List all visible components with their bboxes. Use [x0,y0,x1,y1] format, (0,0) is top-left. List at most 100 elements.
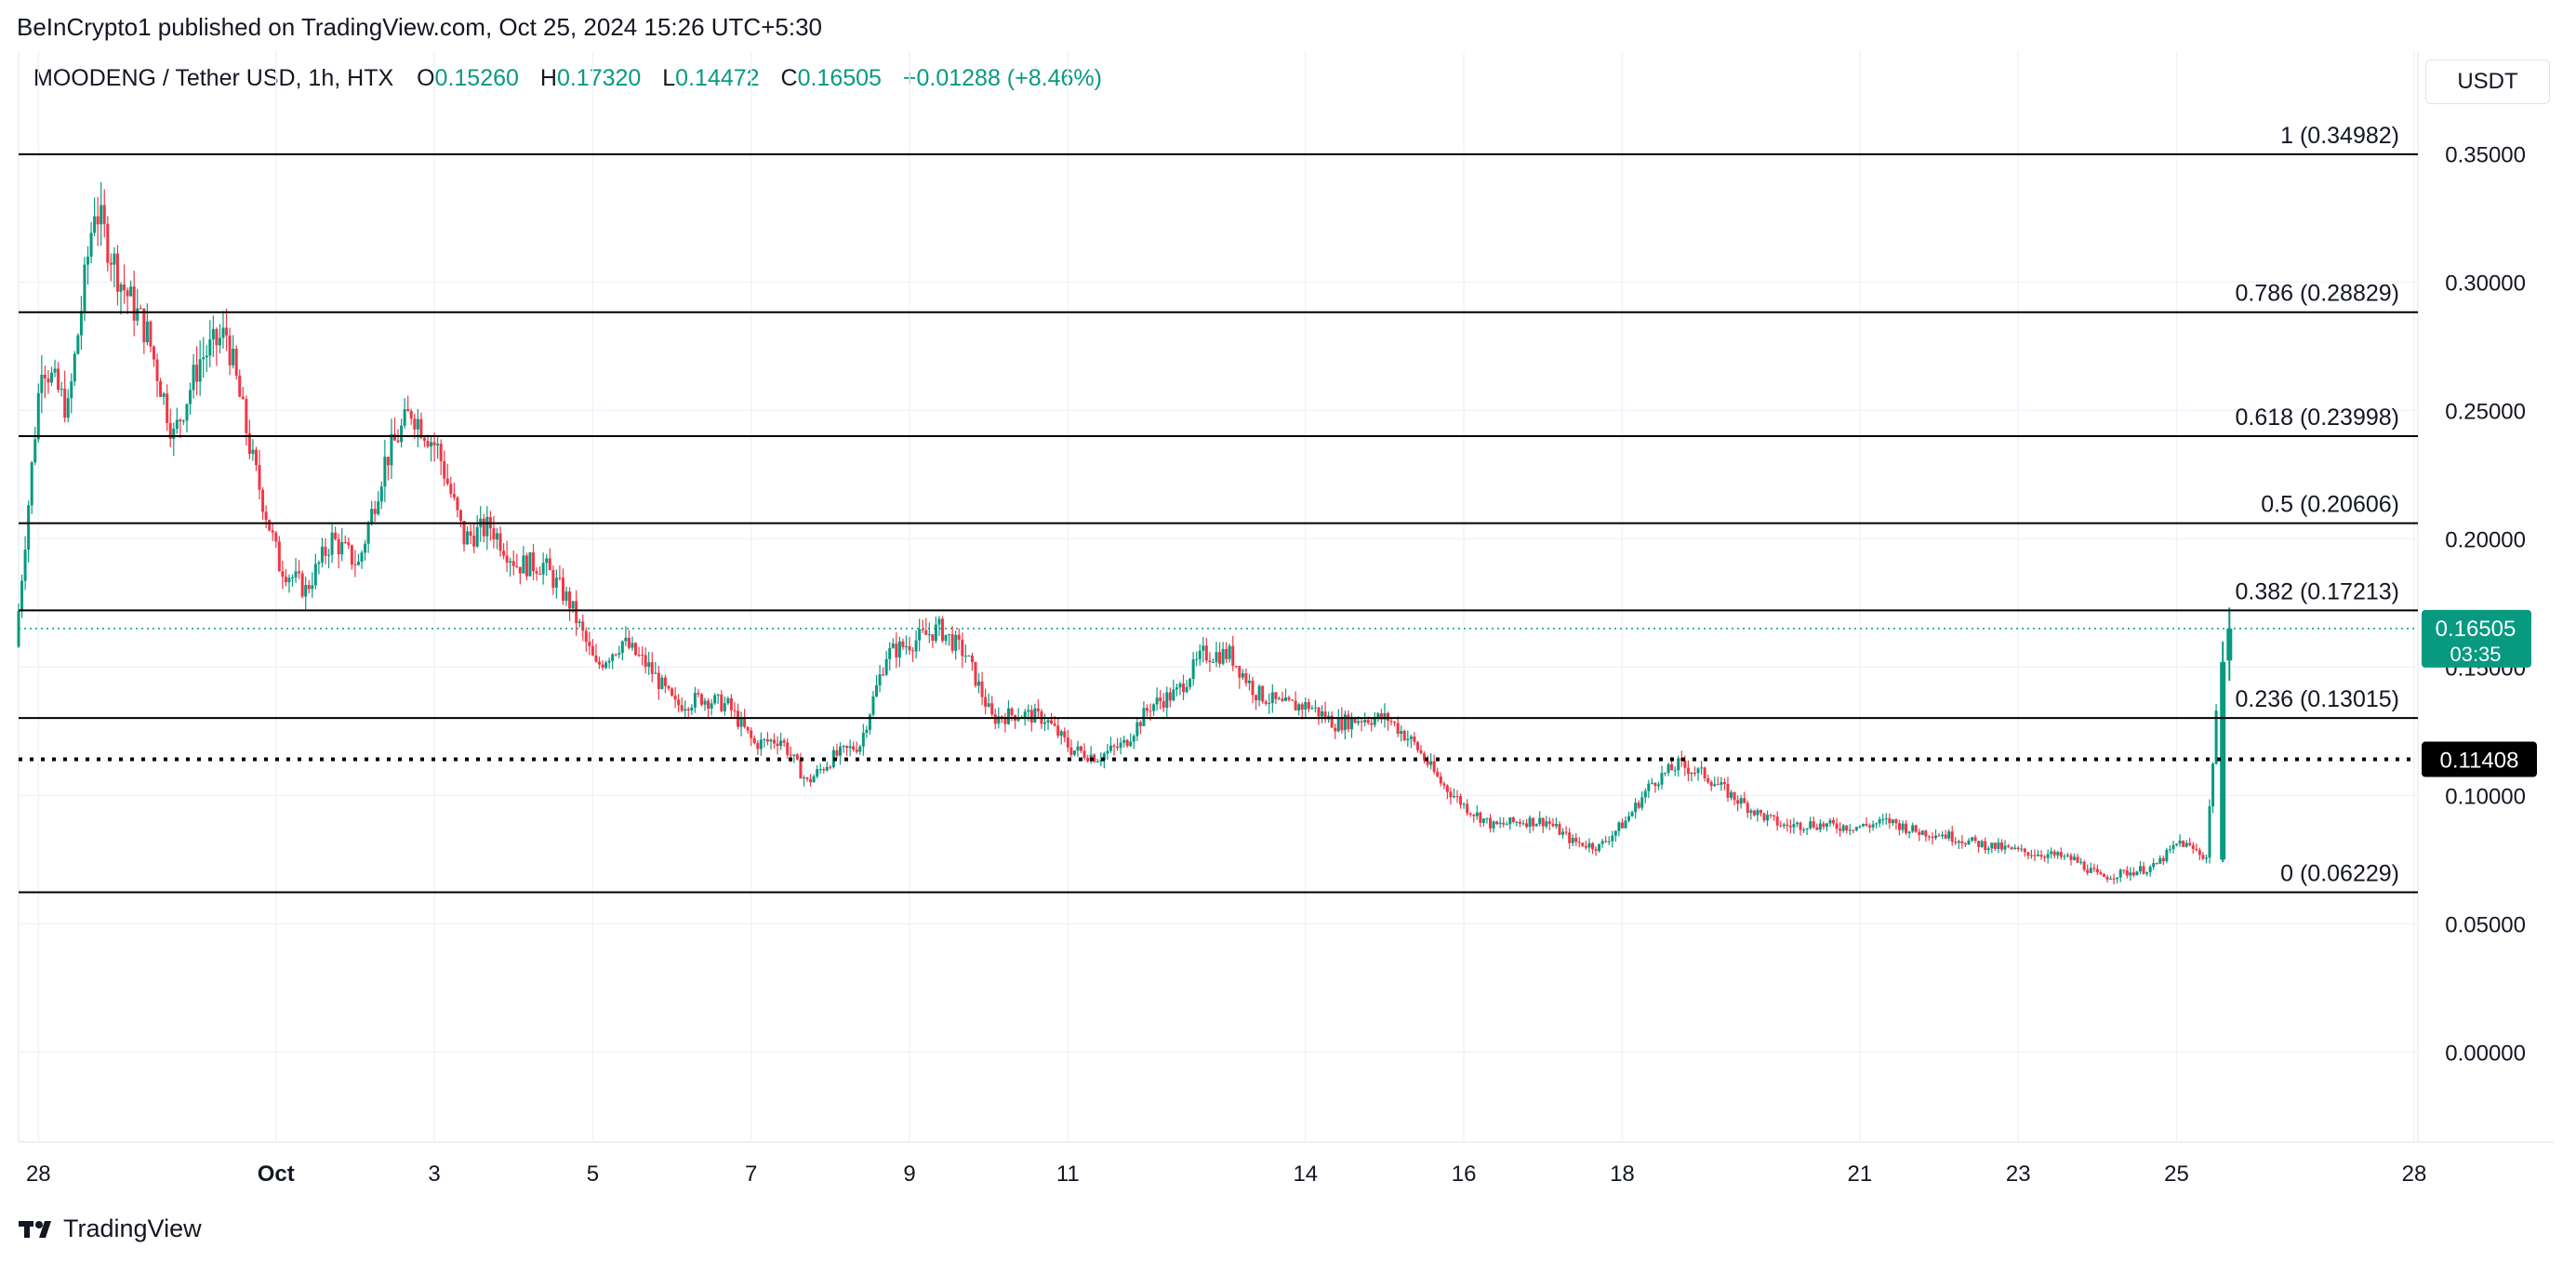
candle-body [581,621,585,631]
candle-body [1795,822,1799,825]
candle-body [287,577,291,583]
candle-body [1080,746,1083,751]
candle-body [594,655,598,662]
candle-body [2122,869,2126,871]
candle-body [1481,818,1485,823]
candle-body [684,709,687,711]
candle-body [1489,817,1493,829]
candle-body [416,418,419,430]
candle-body [1878,819,1881,824]
candle-body [891,643,895,648]
candle-body [1321,711,1324,717]
candle-body [2191,844,2195,849]
candle-body [663,677,667,686]
candle-body [1914,825,1918,832]
fib-level-label: 1 (0.34982) [2280,123,2399,149]
candle-body [413,418,417,430]
candle-body [2020,848,2024,850]
candle-body [1204,645,1208,661]
candle-body [2079,861,2083,863]
candle-body [1696,768,1700,774]
candle-body [1455,796,1459,798]
candle-body [1722,782,1726,785]
candle-body [1518,821,1521,824]
candle-body [1284,697,1288,701]
candle-body [353,564,357,565]
candle-body [1400,731,1403,734]
candle-body [1172,689,1175,701]
candle-body [261,489,265,512]
candle-body [271,530,274,533]
candle-body [1538,817,1542,825]
candle-body [1630,812,1634,816]
open-value: 0.15260 [434,65,519,91]
candle-body [1095,761,1099,763]
candle-body [1986,848,1990,851]
candle-body [765,738,769,742]
candle-body [842,746,845,748]
candle-body [1188,678,1192,687]
candle-body [1495,821,1499,825]
candle-body [2050,851,2053,855]
candle-body [1281,698,1284,701]
candle-body [1547,821,1551,824]
candle-body [1736,800,1740,804]
candle-body [195,365,199,382]
candle-body [1415,741,1419,750]
candle-body [274,532,278,542]
candle-body [422,437,426,442]
candle-body [578,621,581,623]
candle-body [1515,821,1519,823]
candle-body [2007,845,2011,847]
candle-body [710,703,713,709]
candle-body [769,739,773,742]
candle-body [202,357,206,360]
candle-body [1733,791,1736,801]
candle-body [1700,767,1704,769]
candle-body [611,654,615,661]
candle-body [1016,717,1020,721]
candle-body [1003,718,1007,724]
candle-body [1858,826,1862,828]
candle-body [660,677,664,689]
candle-body [509,561,512,563]
candle-body [1387,712,1390,722]
candle-body [113,253,116,265]
candle-body [330,532,334,555]
change-value: +0.01288 (+8.46%) [902,65,1102,91]
candle-body [752,737,756,744]
candle-body [2105,876,2109,880]
candle-body [1762,813,1766,821]
candle-body [1175,687,1178,690]
candle-body [205,355,208,358]
candle-body [1551,823,1555,827]
candle-body [1643,790,1647,798]
currency-selector-button[interactable]: USDT [2425,60,2550,104]
candle-body [2138,866,2142,872]
candle-body [109,262,113,265]
candle-body [667,685,671,689]
candle-body [1010,708,1014,716]
candle-body [1076,746,1080,751]
candle-body [1086,757,1090,762]
candle-body [2129,872,2132,876]
candle-body [2131,872,2135,876]
candle-body [845,746,849,749]
candle-body [911,650,915,652]
candle-body [2076,856,2079,863]
candle-body [2013,847,2017,849]
candle-body [1056,725,1060,737]
candle-body [1600,841,1604,844]
candle-body [1393,722,1397,723]
candle-body [2116,877,2119,880]
candle-body [1304,701,1308,710]
x-tick-label: 16 [1452,1161,1477,1187]
symbol-title[interactable]: MOODENG / Tether USD, 1h, HTX [33,65,394,91]
candle-body [1960,841,1964,843]
candle-body [1168,692,1172,701]
candle-body [720,694,724,711]
candle-body [251,449,255,455]
candle-body [1528,817,1532,828]
candle-body [1198,650,1202,659]
